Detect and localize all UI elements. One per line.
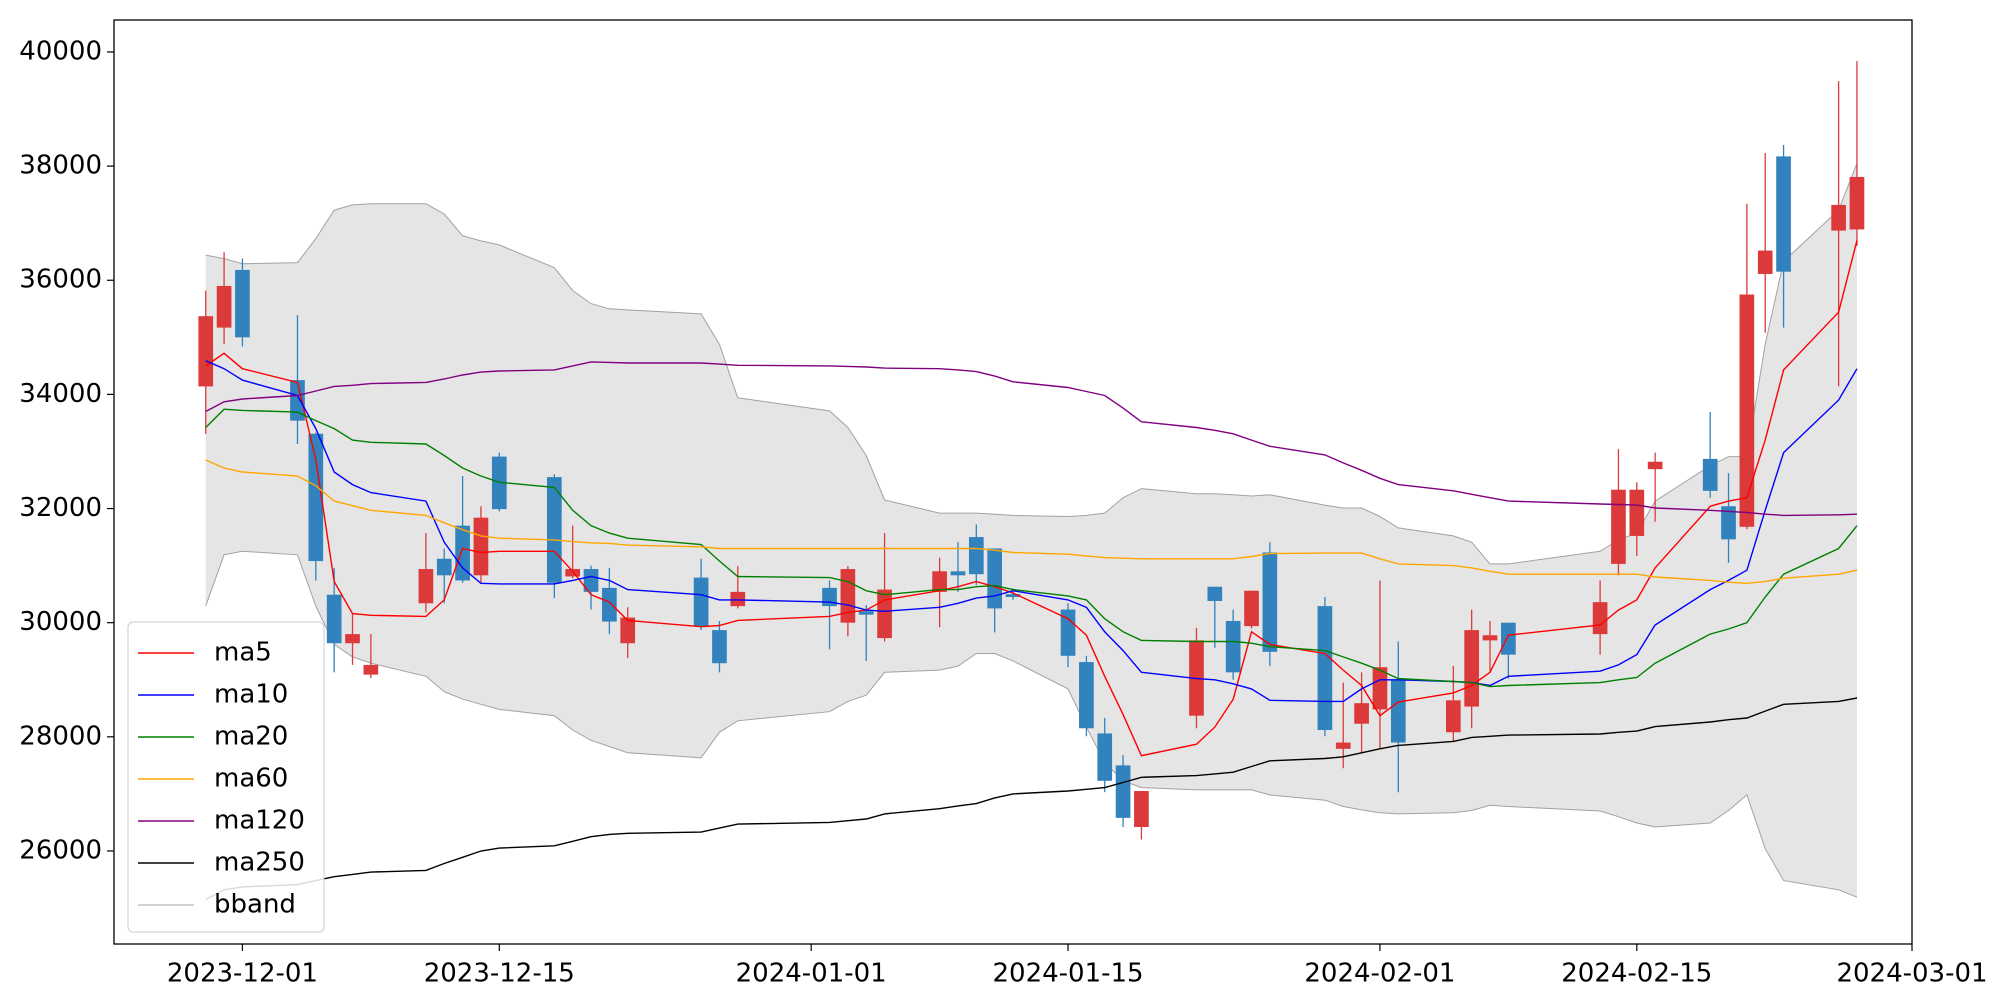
candle-body [987,548,1002,609]
candle-body [308,433,324,562]
candle-body [326,594,342,644]
candle-body [1757,250,1773,274]
candle-body [1721,506,1736,540]
candle-body [1207,586,1223,601]
candle-body [565,569,581,577]
candle-body [436,558,452,576]
candle-body [1335,742,1351,749]
candle-body [840,569,856,623]
candle-body [1354,703,1369,724]
candle-body [216,285,232,328]
y-tick-label: 38000 [19,151,102,181]
x-tick-label: 2024-01-15 [992,959,1143,989]
candle-body [602,587,617,622]
candle-body [1831,204,1846,231]
y-tick-label: 40000 [19,36,102,66]
candle-body [1079,662,1094,729]
y-tick-label: 32000 [19,493,102,523]
legend-label: ma60 [214,764,288,794]
y-tick-label: 28000 [19,721,102,751]
x-tick-label: 2024-02-01 [1304,959,1455,989]
candle-body [583,569,599,592]
legend-label: bband [214,890,296,920]
legend-label: ma120 [214,806,305,836]
candle-body [1097,733,1113,781]
candle-body [1134,791,1149,828]
legend-label: ma250 [214,848,305,878]
candle-body [345,634,360,644]
ma-line [205,459,1858,585]
candle-body [1592,602,1608,635]
candle-body [473,517,489,576]
candle-body [1005,594,1021,598]
legend-label: ma10 [214,680,288,710]
y-tick-label: 36000 [19,265,102,295]
candle-body [1372,667,1388,710]
candle-body [1445,700,1461,733]
candle-body [858,611,874,615]
legend-label: ma5 [214,638,272,668]
candle-body [1629,489,1645,536]
candle-body [712,630,727,664]
candle-body [455,525,470,581]
band-fill [205,163,1858,898]
candle-body [418,569,434,604]
candle-body [877,589,892,639]
x-tick-label: 2023-12-01 [167,959,318,989]
candle-body [1464,630,1480,707]
ma-line [205,361,1858,517]
candle-body [198,316,214,387]
legend-box [127,621,325,933]
band-edge [205,550,1858,898]
candle-body [1390,680,1406,743]
plot-frame [113,19,1913,945]
x-tick-label: 2024-03-01 [1836,959,1987,989]
candle-body [1501,622,1516,655]
candle-body [290,380,305,421]
ma-line [205,697,1858,901]
candle-body [1647,461,1663,470]
candle-body [1739,294,1755,527]
candle-body [693,577,709,627]
candle-body [363,664,379,675]
ma-line [205,408,1858,688]
candle-body [1482,635,1498,641]
legend: ma5 ma10 ma20 ma60 ma120 ma250 bband [127,621,325,933]
band-edge [205,163,1858,565]
candle-body [1317,606,1333,730]
x-tick-label: 2024-01-01 [736,959,887,989]
candle-body [1611,489,1626,564]
x-tick-label: 2024-02-15 [1561,959,1712,989]
candle-body [1262,552,1278,652]
candle-body [1849,176,1865,230]
candle-body [1225,620,1241,673]
candle-body [1244,590,1259,627]
candle-body [730,591,746,607]
ma-line [205,360,1858,703]
x-tick-label: 2023-12-15 [424,959,575,989]
y-tick-label: 34000 [19,379,102,409]
candle-body [1776,156,1791,272]
candle-body [968,537,984,575]
plot-area [198,61,1865,901]
candle-body [1702,458,1718,491]
candle-body [950,571,966,576]
candle-body [235,269,250,338]
y-tick-label: 30000 [19,607,102,637]
candle-body [1115,765,1131,818]
legend-label: ma20 [214,722,288,752]
ma-line [205,240,1858,757]
candle-body [620,617,636,644]
candle-body [932,571,947,592]
y-tick-label: 26000 [19,835,102,865]
